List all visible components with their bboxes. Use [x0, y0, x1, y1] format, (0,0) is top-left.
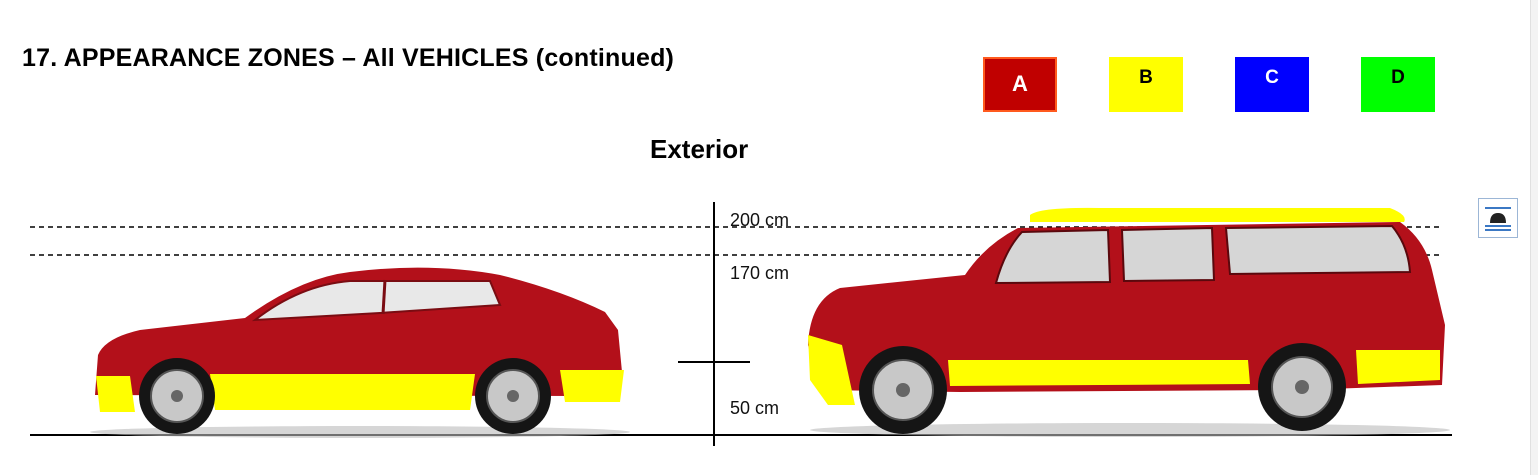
dimension-label-50: 50 cm [730, 398, 780, 418]
red-suv-image [808, 207, 1450, 437]
legend-zone-c-label: C [1265, 67, 1279, 88]
document-title: 17. APPEARANCE ZONES – All VEHICLES (con… [22, 44, 675, 72]
legend-zone-c: C [1235, 57, 1309, 112]
legend-zone-d: D [1361, 57, 1435, 112]
dimension-label-170: 170 cm [730, 263, 790, 283]
legend-zone-a: A [983, 57, 1057, 112]
layout-options-icon [1485, 207, 1511, 231]
vertical-scrollbar[interactable] [1530, 0, 1538, 475]
red-sedan-image [90, 267, 630, 438]
legend-zone-b: B [1109, 57, 1183, 112]
wrap-text-icon[interactable] [1478, 198, 1518, 238]
dimension-label-200: 200 cm [730, 210, 790, 230]
section-heading-exterior: Exterior [650, 134, 749, 164]
legend-zone-a-label: A [1012, 71, 1028, 96]
legend-zone-b-label: B [1139, 67, 1153, 88]
legend-zone-d-label: D [1391, 67, 1405, 88]
